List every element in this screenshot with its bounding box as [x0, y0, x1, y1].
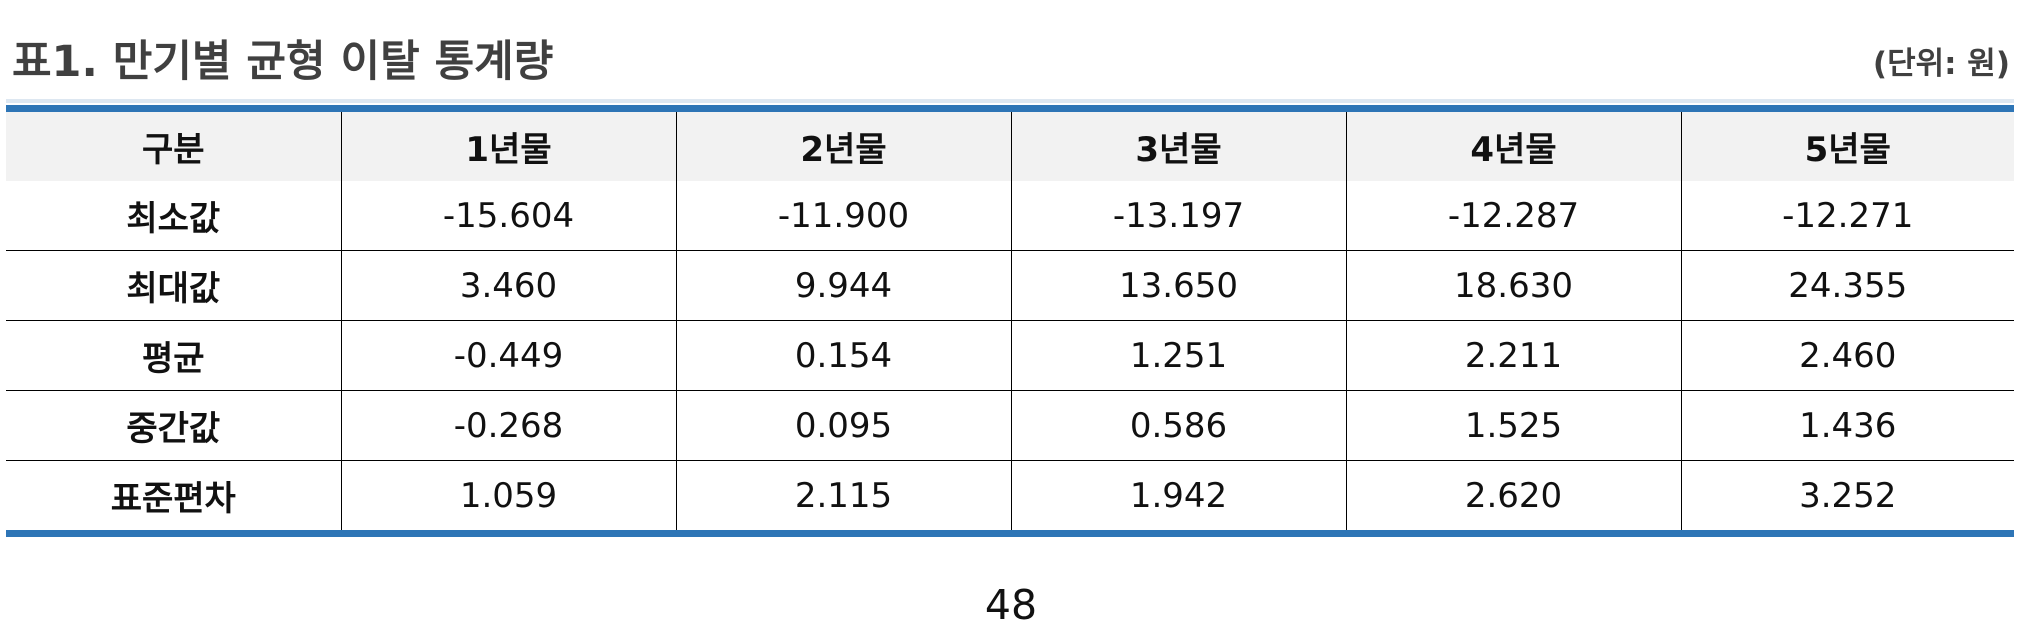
table-cell: -11.900: [675, 181, 1011, 251]
table-cell: 2.460: [1680, 320, 2014, 391]
table-cell: 1.251: [1010, 320, 1346, 391]
row-label: 중간값: [6, 390, 341, 461]
page-number: 48: [984, 581, 1038, 629]
table-cell: 0.095: [675, 390, 1011, 461]
table-cell: -0.268: [340, 390, 676, 461]
table-cell: -13.197: [1010, 181, 1346, 251]
table-cell: 0.586: [1010, 390, 1346, 461]
table-cell: 18.630: [1345, 250, 1681, 321]
row-label: 평균: [6, 320, 341, 391]
column-header-category: 구분: [6, 112, 341, 181]
table-row: 중간값 -0.268 0.095 0.586 1.525 1.436: [6, 390, 2014, 461]
table-row: 표준편차 1.059 2.115 1.942 2.620 3.252: [6, 460, 2014, 530]
table-cell: 0.154: [675, 320, 1011, 391]
column-header-1y: 1년물: [340, 112, 676, 181]
table-title: 표1. 만기별 균형 이탈 통계량: [12, 37, 554, 87]
table-header-row: 구분 1년물 2년물 3년물 4년물 5년물: [6, 112, 2014, 181]
table-cell: 1.059: [340, 460, 676, 530]
table-cell: 24.355: [1680, 250, 2014, 321]
table-row: 최소값 -15.604 -11.900 -13.197 -12.287 -12.…: [6, 181, 2014, 251]
unit-label: (단위: 원): [1872, 46, 2010, 82]
table-cell: 1.525: [1345, 390, 1681, 461]
table-cell: 1.436: [1680, 390, 2014, 461]
statistics-table: 구분 1년물 2년물 3년물 4년물 5년물 최소값 -15.604 -11.9…: [6, 112, 2014, 530]
column-header-4y: 4년물: [1345, 112, 1681, 181]
table-cell: -12.271: [1680, 181, 2014, 251]
table-cell: 13.650: [1010, 250, 1346, 321]
column-header-3y: 3년물: [1010, 112, 1346, 181]
table-cell: 2.620: [1345, 460, 1681, 530]
table-row: 최대값 3.460 9.944 13.650 18.630 24.355: [6, 250, 2014, 321]
table-cell: -12.287: [1345, 181, 1681, 251]
table-cell: -0.449: [340, 320, 676, 391]
table-cell: 2.115: [675, 460, 1011, 530]
table-cell: 2.211: [1345, 320, 1681, 391]
title-divider: [6, 99, 2014, 103]
column-header-5y: 5년물: [1680, 112, 2014, 181]
statistics-table-container: 구분 1년물 2년물 3년물 4년물 5년물 최소값 -15.604 -11.9…: [6, 105, 2014, 537]
table-row: 평균 -0.449 0.154 1.251 2.211 2.460: [6, 320, 2014, 391]
row-label: 표준편차: [6, 460, 341, 530]
table-cell: -15.604: [340, 181, 676, 251]
table-cell: 3.460: [340, 250, 676, 321]
table-cell: 1.942: [1010, 460, 1346, 530]
title-row: 표1. 만기별 균형 이탈 통계량 (단위: 원): [12, 32, 2010, 92]
table-cell: 9.944: [675, 250, 1011, 321]
column-header-2y: 2년물: [675, 112, 1011, 181]
table-cell: 3.252: [1680, 460, 2014, 530]
row-label: 최소값: [6, 181, 341, 251]
row-label: 최대값: [6, 250, 341, 321]
